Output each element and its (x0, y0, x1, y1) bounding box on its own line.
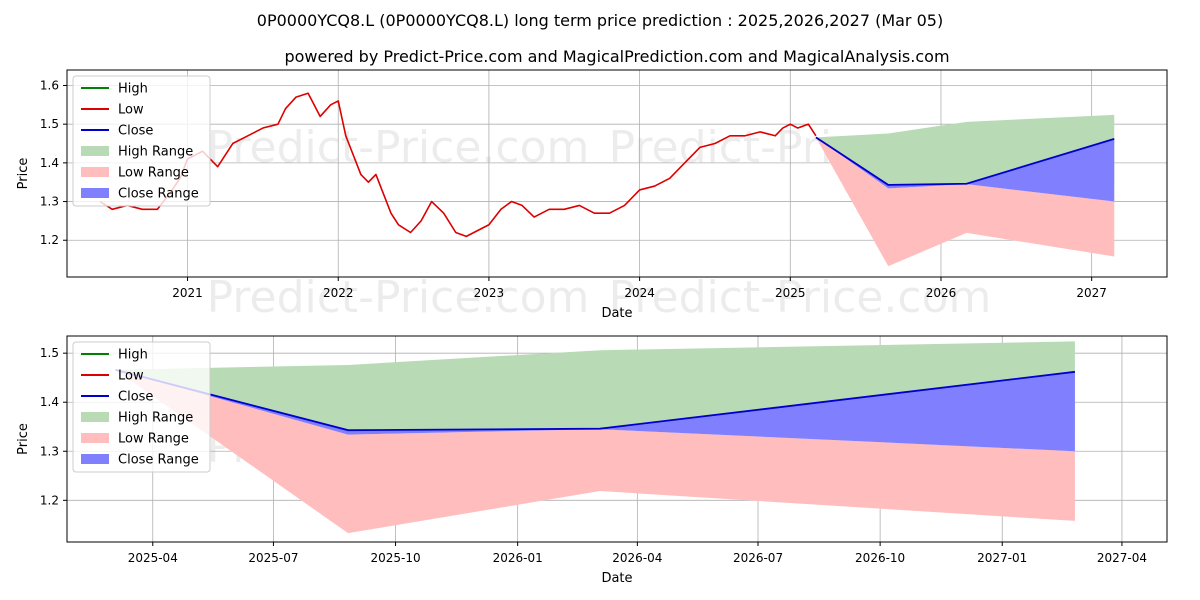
legend-swatch-low-range (81, 167, 109, 177)
legend: High Low Close High Range Low Range Close Ran… (72, 75, 211, 207)
legend-label: Low Range (118, 166, 189, 181)
y-tick-label: 1.2 (40, 233, 59, 247)
low-range-area (815, 137, 1115, 267)
x-tick-label: 2025-04 (128, 551, 178, 565)
legend-label: High Range (118, 145, 193, 160)
y-tick-label: 1.3 (40, 444, 59, 458)
legend-label: Low Range (118, 432, 189, 447)
legend-label: Close Range (118, 187, 199, 202)
x-tick-label: 2027-04 (1097, 551, 1147, 565)
x-tick-label: 2025-10 (370, 551, 420, 565)
low-range-area (115, 369, 1075, 534)
legend: High Low Close High Range Low Range Close Ran… (72, 341, 211, 473)
y-tick-label: 1.5 (40, 117, 59, 131)
legend-label: High (118, 348, 148, 363)
x-tick-label: 2025 (775, 286, 806, 300)
x-axis-label: Date (601, 571, 632, 586)
legend-label: Low (118, 103, 144, 118)
x-tick-label: 2026-04 (612, 551, 662, 565)
x-tick-label: 2025-07 (248, 551, 298, 565)
watermark-text: Predict-Price.com (207, 272, 590, 323)
y-axis-label: Price (16, 423, 31, 455)
close-forecast-line (115, 368, 1076, 432)
x-tick-label: 2024 (624, 286, 655, 300)
x-tick-label: 2022 (323, 286, 354, 300)
axes-frame (66, 69, 1168, 278)
y-tick-label: 1.4 (40, 156, 59, 170)
x-tick-label: 2021 (172, 286, 203, 300)
x-axis-label: Date (601, 306, 632, 321)
y-axis-label: Price (16, 158, 31, 190)
y-tick-label: 1.4 (40, 395, 59, 409)
y-tick-label: 1.6 (40, 78, 59, 92)
y-tick-label: 1.2 (40, 493, 59, 507)
legend-label: Close Range (118, 453, 199, 468)
y-tick-label: 1.5 (40, 346, 59, 360)
x-tick-label: 2026 (926, 286, 957, 300)
legend-swatch-low-range (81, 433, 109, 443)
watermark-text: Predict-Price.com (207, 122, 590, 173)
axes-frame (66, 335, 1168, 543)
x-tick-label: 2026-01 (493, 551, 543, 565)
legend-label: Low (118, 369, 144, 384)
legend-swatch-high-range (81, 146, 109, 156)
chart-title: 0P0000YCQ8.L (0P0000YCQ8.L) long term pr… (257, 11, 943, 30)
x-tick-label: 2027-01 (977, 551, 1027, 565)
x-tick-label: 2023 (474, 286, 505, 300)
legend-swatch-close-range (81, 454, 109, 464)
chart-subtitle: powered by Predict-Price.com and Magical… (284, 47, 949, 66)
legend-label: Close (118, 390, 153, 405)
close-forecast-line (815, 136, 1115, 186)
price-history-line (99, 92, 817, 238)
bottom-panel: Predict-Price.comPredict-Price.com2025-0… (16, 335, 1168, 586)
legend-swatch-high-range (81, 412, 109, 422)
watermark-text: Predict-Price.com (609, 272, 992, 323)
top-panel: Predict-Price.com Predict-Price.com Predic… (16, 69, 1168, 323)
plot-area (115, 341, 1076, 534)
y-tick-label: 1.3 (40, 195, 59, 209)
x-tick-label: 2026-10 (855, 551, 905, 565)
plot-area (99, 92, 1115, 267)
legend-label: High Range (118, 411, 193, 426)
x-tick-label: 2026-07 (733, 551, 783, 565)
legend-swatch-close-range (81, 188, 109, 198)
legend-label: High (118, 82, 148, 97)
x-tick-label: 2027 (1076, 286, 1107, 300)
legend-label: Close (118, 124, 153, 139)
